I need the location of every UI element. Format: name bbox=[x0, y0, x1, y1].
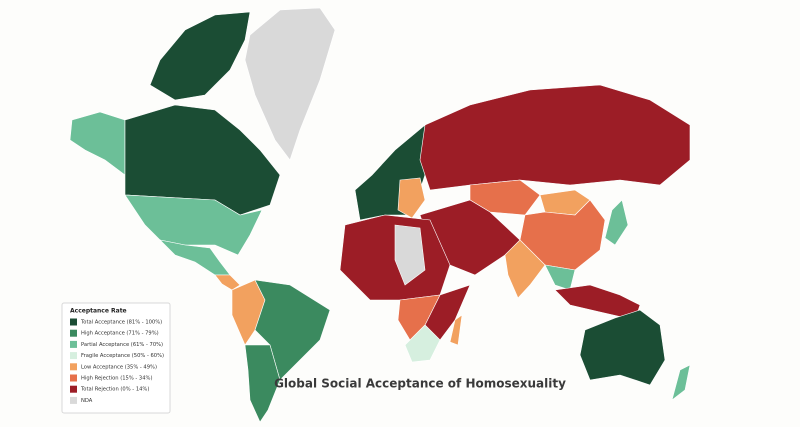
country bbox=[254, 279, 331, 381]
legend-swatch bbox=[70, 340, 77, 348]
legend-box bbox=[61, 302, 171, 414]
country bbox=[449, 314, 463, 346]
country bbox=[244, 344, 281, 423]
country bbox=[397, 177, 426, 219]
country bbox=[579, 309, 666, 386]
legend-label: Low Acceptance (35% - 49%) bbox=[81, 364, 157, 370]
country bbox=[394, 224, 426, 286]
country bbox=[404, 324, 441, 363]
legend-label: Total Acceptance (81% - 100%) bbox=[80, 320, 162, 326]
legend-swatch bbox=[70, 363, 77, 371]
map-title: Global Social Acceptance of Homosexualit… bbox=[274, 377, 566, 391]
legend-swatch bbox=[70, 396, 77, 404]
countries bbox=[69, 7, 691, 423]
country bbox=[124, 194, 263, 256]
legend-label: Partial Acceptance (61% - 70%) bbox=[81, 342, 163, 348]
country bbox=[149, 11, 251, 101]
country bbox=[419, 84, 691, 191]
country bbox=[671, 364, 691, 401]
legend-swatch bbox=[70, 352, 77, 360]
legend-title: Acceptance Rate bbox=[70, 308, 127, 315]
legend-swatch bbox=[70, 329, 77, 337]
legend-label: High Rejection (15% - 34%) bbox=[81, 376, 152, 382]
legend-swatch bbox=[70, 374, 77, 382]
legend-label: High Acceptance (71% - 79%) bbox=[81, 331, 159, 337]
legend-label: Total Rejection (0% - 14%) bbox=[80, 387, 149, 393]
legend: Total Acceptance (81% - 100%) High Accept… bbox=[70, 318, 164, 404]
legend-swatch bbox=[70, 385, 77, 393]
country bbox=[69, 111, 126, 176]
country bbox=[244, 7, 336, 161]
legend-label: Fragile Acceptance (50% - 60%) bbox=[81, 353, 164, 359]
country bbox=[604, 199, 629, 246]
country bbox=[504, 239, 546, 299]
country bbox=[214, 274, 241, 291]
legend-label: NDA bbox=[81, 398, 93, 404]
legend-swatch bbox=[70, 318, 77, 326]
